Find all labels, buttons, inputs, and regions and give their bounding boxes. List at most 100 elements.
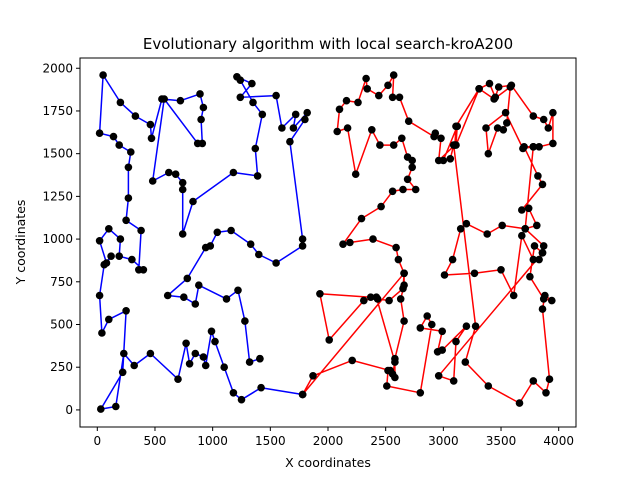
- city-point: [484, 149, 493, 158]
- city-point: [416, 324, 425, 332]
- city-point: [456, 225, 465, 233]
- city-point: [199, 103, 208, 112]
- city-point: [97, 405, 105, 413]
- x-tick-label: 3000: [428, 434, 459, 448]
- city-point: [499, 126, 508, 134]
- y-tick-label: 0: [65, 403, 73, 417]
- city-point: [272, 259, 280, 267]
- city-point: [256, 354, 264, 363]
- city-point: [485, 79, 494, 88]
- city-point: [98, 329, 106, 337]
- city-point: [258, 110, 267, 119]
- city-point: [229, 168, 238, 177]
- city-point: [286, 137, 294, 146]
- city-point: [490, 95, 498, 103]
- city-point: [471, 322, 480, 331]
- city-point: [183, 274, 192, 283]
- city-point: [428, 320, 436, 329]
- city-point: [116, 235, 125, 243]
- city-point: [241, 317, 249, 325]
- x-tick-label: 2000: [313, 434, 344, 448]
- city-point: [431, 129, 440, 137]
- y-tick-label: 2000: [42, 61, 73, 75]
- city-point: [201, 361, 210, 370]
- city-point: [408, 163, 417, 172]
- city-point: [524, 204, 533, 213]
- city-point: [534, 172, 542, 180]
- city-point: [529, 255, 538, 264]
- city-point: [301, 115, 309, 124]
- city-point: [521, 225, 529, 233]
- city-point: [124, 194, 133, 202]
- city-point: [538, 180, 547, 189]
- x-tick-label: 1000: [197, 434, 228, 448]
- city-point: [439, 156, 448, 165]
- city-point: [253, 172, 262, 180]
- city-point: [146, 349, 155, 358]
- city-point: [493, 124, 502, 132]
- y-tick-label: 1000: [42, 232, 73, 246]
- city-point: [416, 389, 425, 397]
- city-point: [461, 358, 470, 366]
- city-point: [291, 110, 300, 119]
- city-point: [368, 126, 376, 134]
- city-point: [482, 124, 490, 132]
- city-point: [462, 219, 471, 228]
- city-point: [446, 155, 455, 163]
- city-point: [535, 143, 543, 151]
- city-point: [384, 81, 392, 90]
- city-points: [95, 71, 557, 413]
- city-point: [483, 230, 492, 238]
- city-point: [376, 141, 384, 149]
- x-tick-label: 3500: [486, 434, 517, 448]
- city-point: [449, 141, 458, 149]
- y-axis-label: Y coordinates: [13, 200, 28, 286]
- city-point: [248, 79, 256, 88]
- city-point: [440, 271, 449, 279]
- city-point: [130, 361, 138, 370]
- city-point: [506, 83, 515, 91]
- city-point: [180, 293, 188, 302]
- city-point: [518, 231, 526, 240]
- city-point: [348, 356, 357, 365]
- city-point: [494, 83, 503, 91]
- city-point: [437, 134, 445, 143]
- city-point: [538, 305, 547, 313]
- city-point: [249, 98, 257, 107]
- city-point: [227, 226, 235, 235]
- y-tick-label: 250: [50, 360, 73, 374]
- city-point: [400, 317, 408, 325]
- city-point: [549, 139, 557, 148]
- city-point: [400, 269, 408, 278]
- city-point: [539, 295, 548, 303]
- city-point: [171, 170, 180, 178]
- city-point: [128, 255, 136, 264]
- city-point: [95, 291, 104, 300]
- city-point: [325, 336, 334, 344]
- city-point: [438, 327, 447, 336]
- city-point: [196, 90, 204, 98]
- city-point: [452, 337, 460, 346]
- city-point: [503, 119, 511, 127]
- city-point: [545, 375, 554, 384]
- x-tick-label: 0: [93, 434, 101, 448]
- city-point: [95, 129, 104, 137]
- city-point: [449, 377, 458, 385]
- city-point: [519, 144, 527, 153]
- city-point: [389, 71, 398, 79]
- city-point: [399, 185, 407, 194]
- city-point: [529, 377, 538, 385]
- x-tick-label: 4000: [543, 434, 574, 448]
- city-point: [102, 259, 111, 267]
- city-point: [272, 91, 280, 100]
- city-point: [229, 389, 238, 397]
- city-point: [109, 132, 118, 141]
- city-point: [246, 240, 255, 248]
- city-point: [122, 307, 130, 315]
- city-point: [354, 98, 362, 107]
- city-point: [124, 163, 133, 172]
- city-point: [237, 395, 246, 404]
- city-point: [298, 242, 307, 250]
- city-point: [122, 216, 130, 225]
